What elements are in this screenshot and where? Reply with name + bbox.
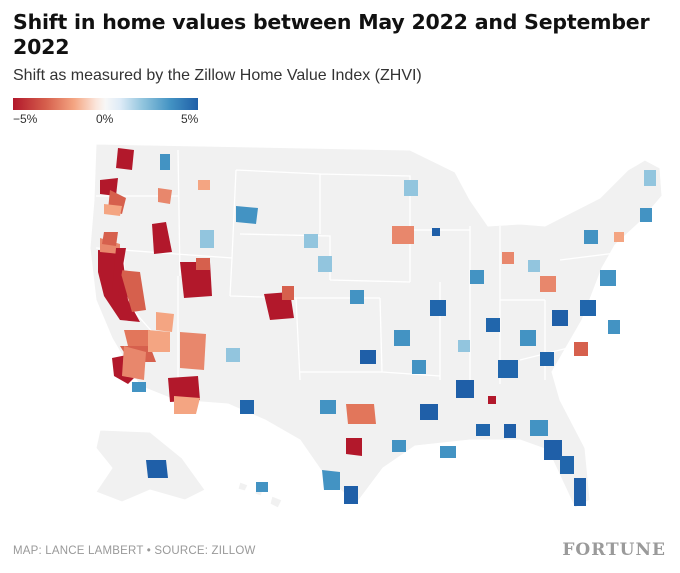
legend-gradient-bar <box>13 98 198 110</box>
rising-metro-areas <box>132 154 656 506</box>
fortune-logo: FORTUNE <box>562 540 666 560</box>
legend-mid-label: 0% <box>96 112 114 126</box>
map-subtitle: Shift as measured by the Zillow Home Val… <box>13 67 422 84</box>
declining-metro-areas <box>98 148 624 456</box>
map-title: Shift in home values between May 2022 an… <box>13 10 650 59</box>
legend-min-label: −5% <box>13 112 38 126</box>
legend-max-label: 5% <box>181 112 199 126</box>
base-states <box>89 143 663 509</box>
map-credit: MAP: LANCE LAMBERT • SOURCE: ZILLOW <box>13 545 256 557</box>
color-legend: −5% 0% 5% <box>13 98 198 128</box>
us-choropleth-map <box>89 143 663 509</box>
